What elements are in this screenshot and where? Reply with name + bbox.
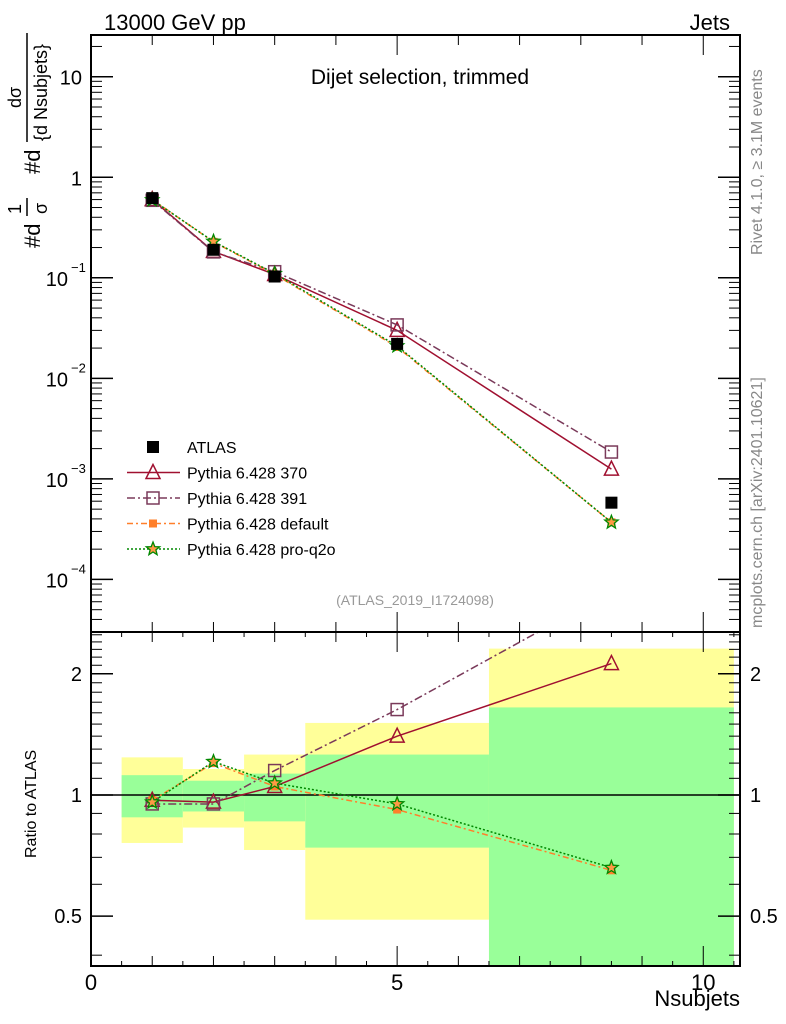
ratio-point [206,797,221,811]
x-tick-label: 5 [391,970,403,995]
ratio-series [143,752,620,875]
y-tick-exponent: −2 [71,360,86,375]
ratio-point [393,805,402,814]
x-axis-label: Nsubjets [654,986,740,1011]
ratio-line [152,632,540,805]
uncertainty-band-stat [488,707,734,966]
data-point [604,445,619,459]
ratio-point [605,586,617,598]
main-title: Dijet selection, trimmed [311,66,529,89]
y-tick-exponent: −3 [71,461,86,476]
ratio-content [91,586,740,966]
series-line [151,199,612,453]
ratio-line [151,760,612,869]
legend-entry: Pythia 6.428 pro-q2o [127,540,336,559]
data-point [207,243,220,256]
series-line [151,199,612,523]
ratio-tick-label-right: 1 [750,785,761,807]
series-pythia-6-428-391 [145,193,619,459]
ratio-point [266,774,283,791]
data-point [390,318,404,332]
legend-label: Pythia 6.428 370 [187,466,307,483]
legend-entry: Pythia 6.428 391 [127,491,307,508]
ylabel-frac1-den: σ [31,203,51,214]
y-tick-label: 10 [46,269,68,291]
data-point [388,320,406,338]
legend-marker [144,540,162,557]
ratio-point [205,752,222,769]
y-tick-label: 10 [46,570,68,592]
ylabel-frac2-num: dσ [5,87,25,108]
y-tick-label: 10 [46,470,68,492]
ratio-tick-label-right: 2 [750,664,761,686]
data-point [603,459,620,476]
ratio-tick-label-left: 0.5 [54,906,82,928]
y-tick-label: 10 [46,369,68,391]
legend: ATLAS Pythia 6.428 370 Pythia 6.428 391 Pyt… [127,440,336,559]
header-left: 13000 GeV pp [104,10,246,35]
legend-marker [146,491,160,505]
ratio-point [388,795,406,812]
ratio-point [388,726,406,743]
ratio-point [603,858,620,875]
y-tick-exponent: −4 [71,561,86,576]
ylabel-frac1-num: 1 [5,204,25,214]
ratio-ylabel: Ratio to ATLAS [23,750,40,858]
data-point [603,513,620,530]
legend-label: Pythia 6.428 391 [187,491,307,508]
y-tick-exponent: −1 [71,260,86,275]
ratio-point [143,793,161,810]
ylabel-prefix: #d [20,224,45,248]
series-pythia-6-428-370 [144,189,620,476]
data-point [391,337,404,350]
ratio-tick-label-left: 1 [71,785,82,807]
header-right: Jets [690,10,730,35]
legend-marker [149,519,157,528]
ylabel-mid: #d [20,150,45,174]
ratio-panel: 2 2 1 1 0.5 0.5 0 5 10 [54,586,778,995]
ratio-tick-label-right: 0.5 [750,906,778,928]
legend-label: Pythia 6.428 default [187,517,329,534]
ratio-point [390,702,404,717]
series-line [151,198,612,470]
legend-marker [144,462,162,480]
data-point [146,192,159,205]
data-point [605,496,618,509]
legend-entry: Pythia 6.428 370 [127,462,307,483]
uncertainty-band-stat [182,780,245,812]
ratio-tick-label-left: 2 [71,664,82,686]
ratio-point [205,792,222,809]
data-point [268,270,281,283]
ratio-point [603,653,620,671]
legend-entry: ATLAS [147,440,237,457]
rivet-label: Rivet 4.1.0, ≥ 3.1M events [749,69,766,255]
x-tick-label: 0 [85,970,97,995]
ratio-frame [90,631,741,967]
series-atlas [146,192,618,509]
ylabel-frac2-den: {d Nsubjets} [31,44,51,141]
y-axis-label: #d 1 σ #d dσ {d Nsubjets} [5,33,51,248]
legend-entry: Pythia 6.428 default [127,517,329,534]
mcplots-label: mcplots.cern.ch [arXiv:2401.10621] [749,377,766,628]
watermark: (ATLAS_2019_I1724098) [336,592,494,608]
legend-label: Pythia 6.428 pro-q2o [187,542,336,559]
y-tick-label: 10 [60,68,82,90]
y-tick-label: 1 [71,168,82,190]
legend-label: ATLAS [187,440,237,457]
legend-marker [147,441,159,453]
x-tick-label: 10 [691,970,715,995]
